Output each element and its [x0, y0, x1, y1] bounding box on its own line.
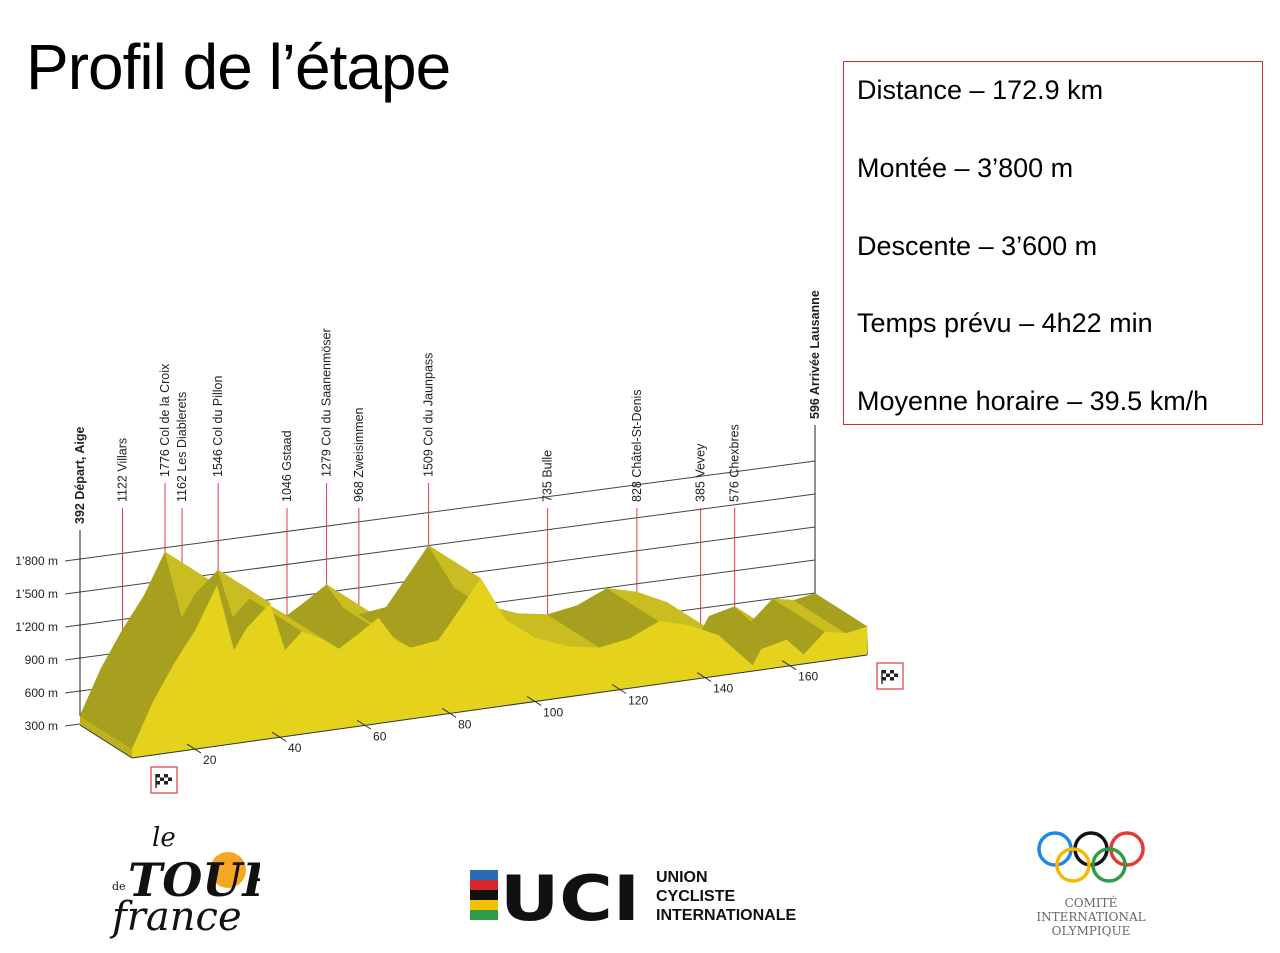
waypoint-label: 385 Vevey — [694, 443, 708, 502]
start-flag-icon — [150, 766, 178, 794]
axis-edge — [79, 724, 133, 759]
gridline — [64, 460, 816, 562]
finish-flag-icon — [876, 662, 904, 690]
distance-axis — [131, 654, 868, 759]
waypoint-label: 576 Chexbres — [728, 424, 742, 502]
waypoint-label: 968 Zweisimmen — [352, 407, 366, 502]
x-tick-label: 120 — [628, 694, 648, 708]
info-average-speed: Moyenne horaire – 39.5 km/h — [857, 386, 1209, 417]
waypoint-label: 1046 Gstaad — [280, 430, 294, 502]
checkered-flag-icon — [894, 673, 898, 677]
y-tick-label: 1’800 m — [15, 554, 58, 568]
checkered-flag-icon — [886, 670, 890, 674]
profile-front-face — [132, 578, 867, 758]
svg-text:INTERNATIONALE: INTERNATIONALE — [656, 907, 796, 924]
checkered-flag-icon — [168, 781, 172, 785]
checkered-flag-icon — [160, 777, 164, 781]
svg-text:de: de — [112, 880, 126, 893]
checkered-flag-icon — [160, 781, 164, 785]
profile-end-cap — [867, 626, 868, 655]
x-tick — [271, 731, 287, 742]
y-tick-label: 600 m — [25, 686, 58, 700]
svg-text:UNION: UNION — [656, 869, 708, 886]
x-tick — [186, 743, 202, 754]
svg-text:france: france — [109, 894, 242, 940]
y-tick-label: 1’200 m — [15, 620, 58, 634]
waypoint-label: 1122 Villars — [116, 438, 130, 502]
info-time: Temps prévu – 4h22 min — [857, 308, 1153, 339]
checkered-flag-icon — [890, 673, 894, 677]
x-tick-label: 20 — [203, 753, 217, 767]
y-tick-label: 1’500 m — [15, 587, 58, 601]
checkered-flag-icon — [164, 777, 168, 781]
x-tick-label: 40 — [288, 741, 302, 755]
checkered-flag-icon — [168, 777, 172, 781]
checkered-flag-icon — [882, 670, 886, 674]
svg-text:le: le — [152, 823, 176, 853]
uci-logo: UCI UNION CYCLISTE INTERNATIONALE — [470, 862, 796, 928]
info-distance: Distance – 172.9 km — [857, 75, 1104, 105]
waypoint-label: 1776 Col de la Croix — [158, 363, 172, 477]
checkered-flag-icon — [160, 774, 164, 778]
x-tick — [356, 719, 372, 730]
checkered-flag-icon — [890, 677, 894, 681]
x-tick-label: 60 — [373, 729, 387, 743]
stage-profile-chart: 300 m 600 m 900 m 1’200 m 1’500 m 1’800 m 392 … — [15, 290, 904, 794]
x-tick — [441, 707, 457, 718]
info-descent: Descente – 3’600 m — [857, 230, 1098, 261]
waypoint-label: 1279 Col du Saanenmöser — [320, 328, 334, 477]
waypoint-label: 1162 Les Diablerets — [175, 392, 189, 502]
waypoint-label: 596 Arrivée Lausanne — [808, 290, 822, 419]
x-tick — [611, 684, 627, 694]
svg-text:TOUR: TOUR — [128, 853, 260, 907]
page-title: Profil de l’étape — [26, 31, 451, 103]
checkered-flag-icon — [156, 774, 160, 778]
checkered-flag-icon — [882, 673, 886, 677]
olympic-committee-logo: COMITÉ INTERNATIONAL OLYMPIQUE — [1036, 831, 1146, 938]
checkered-flag-icon — [882, 677, 886, 681]
waypoint-label: 735 Bulle — [541, 450, 555, 502]
x-tick — [526, 696, 542, 706]
y-tick-label: 900 m — [25, 653, 58, 667]
checkered-flag-icon — [890, 670, 894, 674]
profile-end-cap — [80, 715, 132, 758]
svg-text:INTERNATIONAL: INTERNATIONAL — [1036, 910, 1145, 924]
waypoint-label: 1546 Col du Pillon — [211, 375, 225, 477]
x-tick-label: 160 — [798, 670, 818, 684]
svg-text:OLYMPIQUE: OLYMPIQUE — [1052, 924, 1131, 938]
checkered-flag-icon — [156, 781, 160, 785]
waypoint-label: 1509 Col du Jaunpass — [422, 353, 436, 477]
checkered-flag-icon — [894, 670, 898, 674]
checkered-flag-icon — [894, 677, 898, 681]
tour-de-france-logo: le de TOUR france — [109, 823, 260, 940]
x-tick-label: 100 — [543, 705, 563, 719]
y-tick-label: 300 m — [25, 719, 58, 733]
waypoint-label: 828 Châtel-St-Denis — [630, 389, 644, 502]
svg-text:CYCLISTE: CYCLISTE — [656, 888, 735, 905]
checkered-flag-icon — [168, 774, 172, 778]
checkered-flag-icon — [886, 677, 890, 681]
flag-box — [876, 662, 904, 690]
x-tick — [696, 672, 712, 683]
x-tick-label: 140 — [713, 682, 733, 696]
checkered-flag-icon — [156, 777, 160, 781]
checkered-flag-icon — [886, 673, 890, 677]
info-climb: Montée – 3’800 m — [857, 152, 1074, 183]
flag-box — [150, 766, 178, 794]
checkered-flag-icon — [164, 774, 168, 778]
x-tick-label: 80 — [458, 717, 472, 731]
svg-text:COMITÉ: COMITÉ — [1065, 895, 1118, 910]
stage-info-box: Distance – 172.9 km Montée – 3’800 m Des… — [843, 61, 1263, 425]
waypoint-label: 392 Départ, Aige — [73, 426, 87, 524]
x-tick — [781, 660, 797, 671]
checkered-flag-icon — [164, 781, 168, 785]
svg-text:UCI: UCI — [500, 862, 640, 928]
